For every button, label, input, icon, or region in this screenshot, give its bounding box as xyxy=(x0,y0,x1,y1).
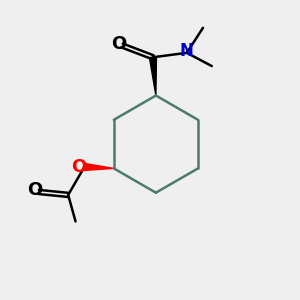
Text: N: N xyxy=(180,42,194,60)
Polygon shape xyxy=(84,164,114,170)
Polygon shape xyxy=(149,57,157,95)
Text: O: O xyxy=(28,182,43,200)
Text: O: O xyxy=(71,158,87,176)
Text: O: O xyxy=(111,35,126,53)
